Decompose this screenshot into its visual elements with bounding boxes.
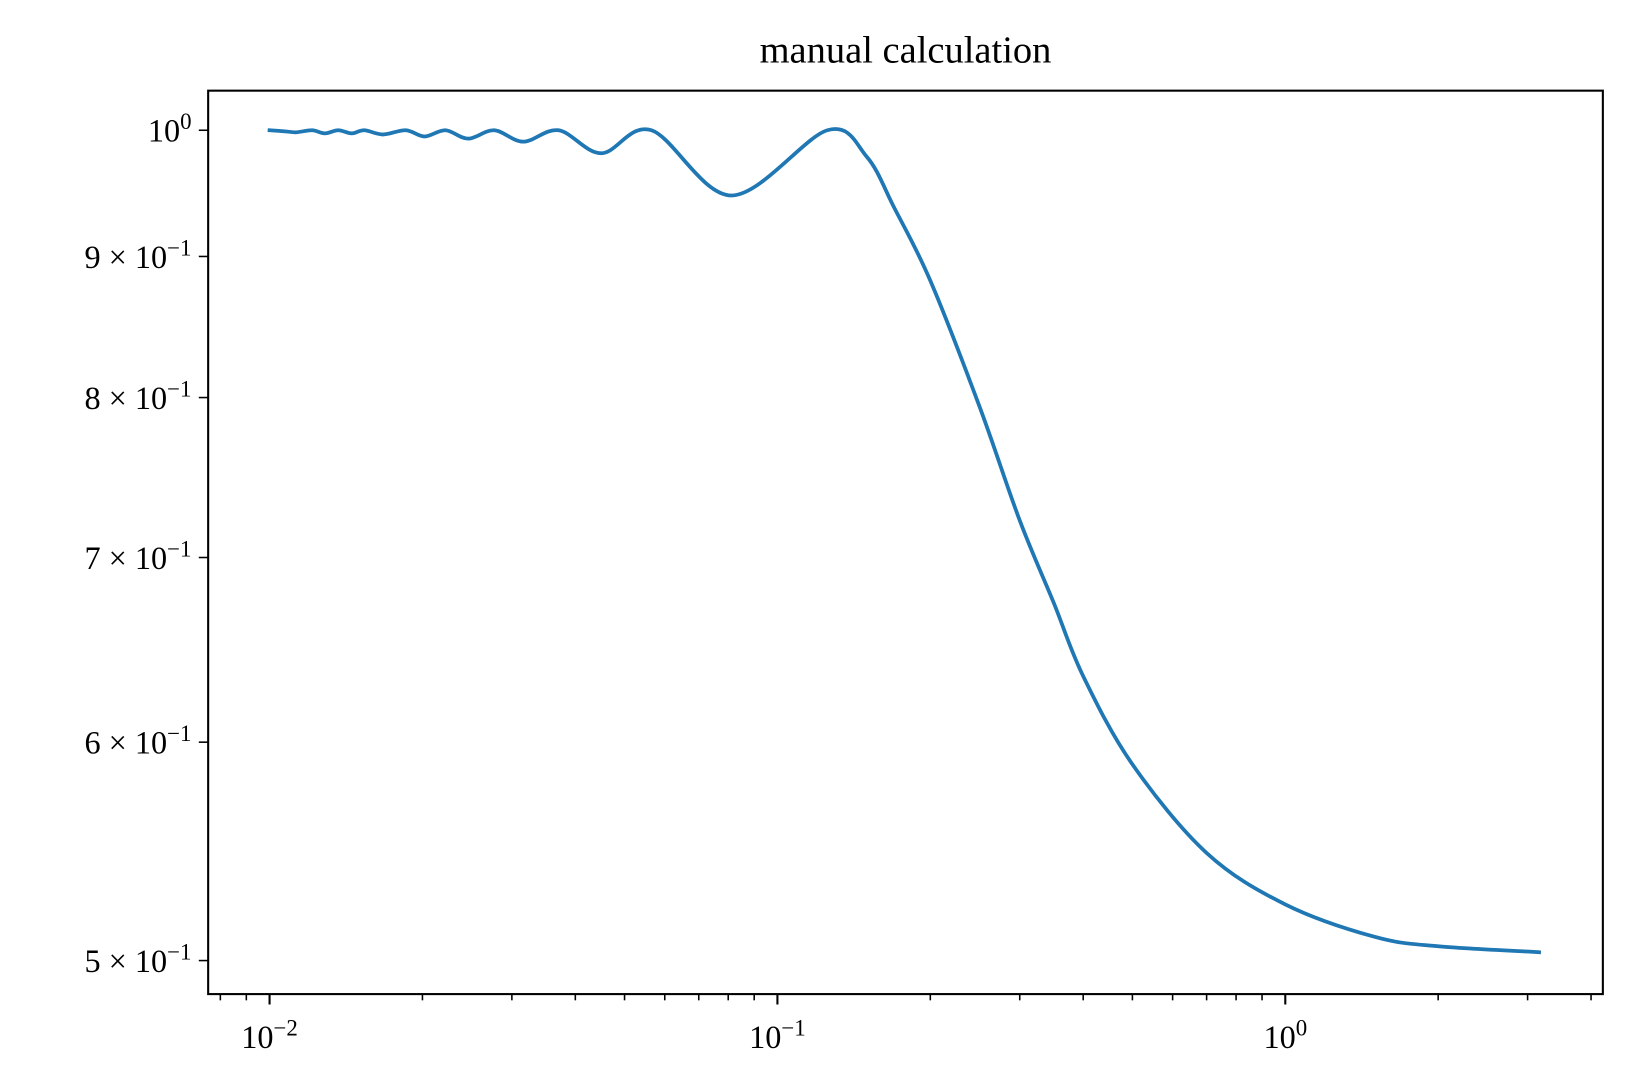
chart-title: manual calculation [760, 30, 1052, 72]
y-tick-label: 6 × 10−1 [84, 721, 191, 760]
plot-frame [207, 89, 1604, 996]
data-line [267, 127, 1542, 955]
x-tick-label: 10−1 [749, 1016, 806, 1055]
